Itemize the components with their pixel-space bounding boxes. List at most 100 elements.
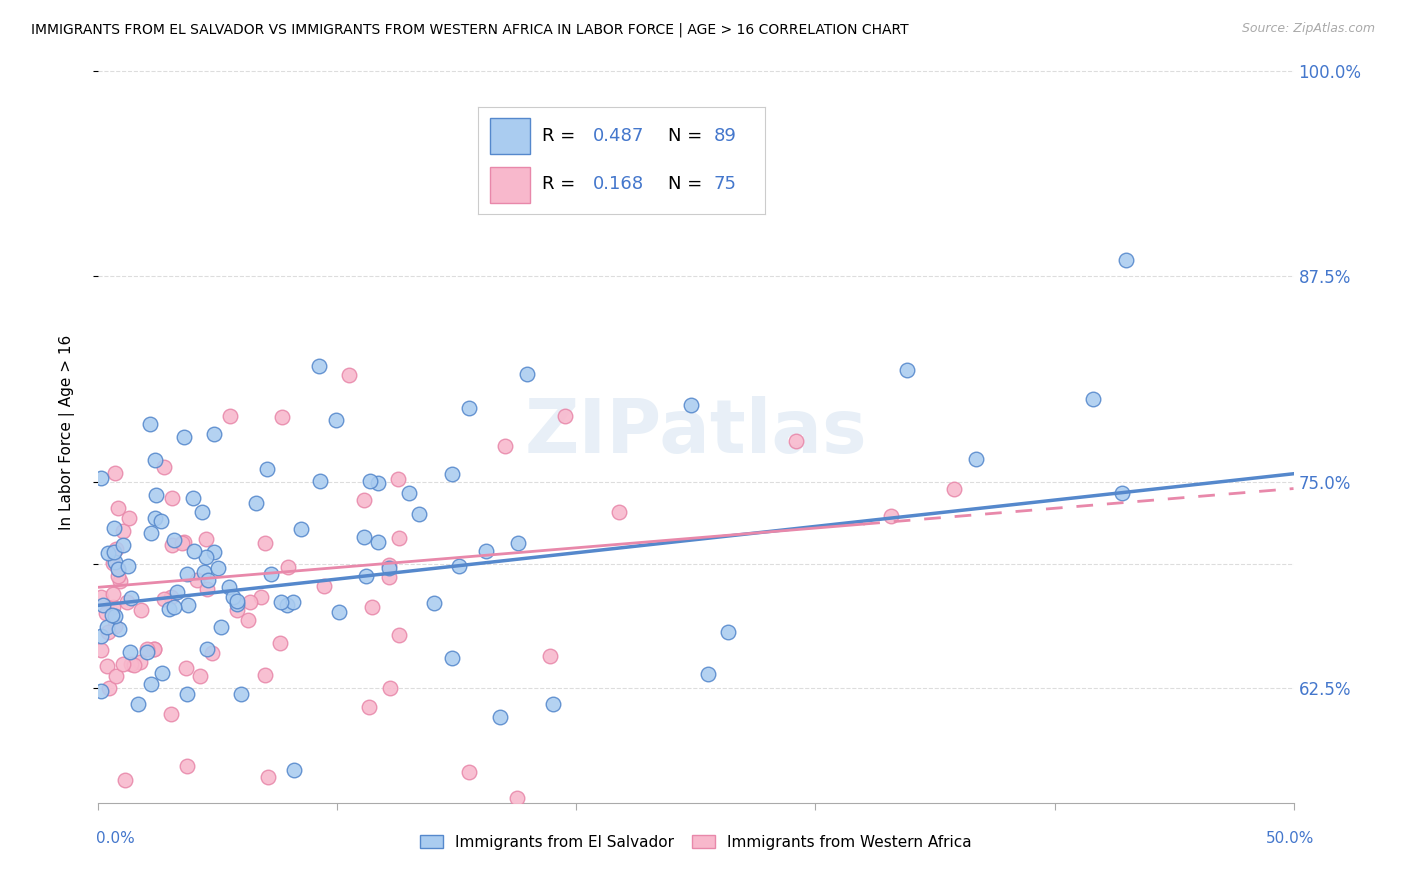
Point (176, 687, 198, 701)
Point (101, 587, 124, 601)
Point (173, 430, 195, 444)
Point (494, 439, 516, 453)
Point (236, 613, 259, 627)
Point (367, 534, 389, 549)
Text: 0.0%: 0.0% (96, 831, 135, 846)
Point (353, 492, 375, 507)
Point (201, 646, 224, 660)
Point (135, 645, 157, 659)
Point (207, 561, 229, 575)
Point (1115, 252, 1137, 267)
Point (256, 770, 278, 784)
Point (290, 522, 312, 536)
Point (177, 598, 200, 612)
Point (378, 558, 401, 572)
Point (107, 562, 129, 576)
Point (253, 668, 276, 682)
Point (139, 417, 162, 432)
Point (186, 573, 208, 587)
Legend: Immigrants from El Salvador, Immigrants from Western Africa: Immigrants from El Salvador, Immigrants … (413, 829, 979, 855)
Point (129, 655, 152, 669)
Point (181, 491, 204, 505)
Y-axis label: In Labor Force | Age > 16: In Labor Force | Age > 16 (59, 335, 75, 530)
Point (163, 533, 186, 547)
Point (256, 462, 278, 476)
Point (538, 648, 561, 663)
Point (387, 472, 409, 486)
Point (107, 569, 129, 583)
Point (508, 535, 530, 549)
Point (153, 460, 176, 475)
Point (96, 658, 118, 673)
Point (160, 491, 183, 505)
Point (202, 427, 225, 442)
Point (112, 538, 135, 552)
Point (191, 505, 214, 519)
Point (314, 579, 336, 593)
Point (160, 538, 183, 552)
Point (277, 560, 299, 574)
Point (170, 536, 193, 550)
Point (96, 620, 118, 634)
Text: Source: ZipAtlas.com: Source: ZipAtlas.com (1241, 22, 1375, 36)
Text: ZIPatlas: ZIPatlas (524, 396, 868, 469)
Point (197, 573, 219, 587)
Point (259, 566, 281, 581)
Point (378, 681, 401, 695)
Point (129, 603, 152, 617)
Point (354, 569, 377, 583)
Point (489, 710, 512, 724)
Point (554, 409, 576, 424)
Point (104, 669, 127, 683)
Point (377, 561, 399, 575)
Point (308, 359, 330, 373)
Point (388, 531, 411, 545)
Point (965, 452, 987, 467)
Point (378, 570, 401, 584)
Point (283, 763, 305, 777)
Point (108, 574, 131, 589)
Point (90, 684, 112, 698)
Point (173, 535, 195, 549)
Point (112, 657, 135, 672)
Point (449, 559, 471, 574)
Point (328, 605, 350, 619)
Point (276, 598, 298, 612)
Point (785, 434, 807, 448)
Point (174, 661, 197, 675)
Point (141, 526, 163, 541)
Point (339, 368, 361, 382)
Point (475, 543, 498, 558)
Point (114, 773, 136, 788)
Text: 50.0%: 50.0% (1267, 831, 1315, 846)
Point (226, 602, 249, 616)
Point (896, 363, 918, 377)
Point (104, 619, 127, 633)
Point (516, 367, 538, 381)
Point (607, 505, 630, 519)
Point (458, 764, 481, 779)
Point (160, 707, 183, 722)
Point (398, 486, 420, 500)
Point (681, 398, 703, 412)
Point (145, 488, 167, 502)
Point (245, 496, 267, 510)
Point (270, 595, 292, 609)
Point (115, 595, 138, 609)
Point (120, 657, 142, 671)
Point (359, 474, 381, 488)
Point (249, 591, 271, 605)
Point (142, 641, 165, 656)
Text: IMMIGRANTS FROM EL SALVADOR VS IMMIGRANTS FROM WESTERN AFRICA IN LABOR FORCE | A: IMMIGRANTS FROM EL SALVADOR VS IMMIGRANT… (31, 22, 908, 37)
Point (408, 507, 430, 521)
Point (176, 759, 198, 773)
Point (96, 624, 118, 639)
Point (90, 591, 112, 605)
Point (441, 650, 464, 665)
Point (697, 667, 720, 681)
Point (176, 566, 198, 581)
Point (717, 625, 740, 640)
Point (107, 501, 129, 516)
Point (143, 453, 166, 467)
Point (149, 514, 172, 528)
